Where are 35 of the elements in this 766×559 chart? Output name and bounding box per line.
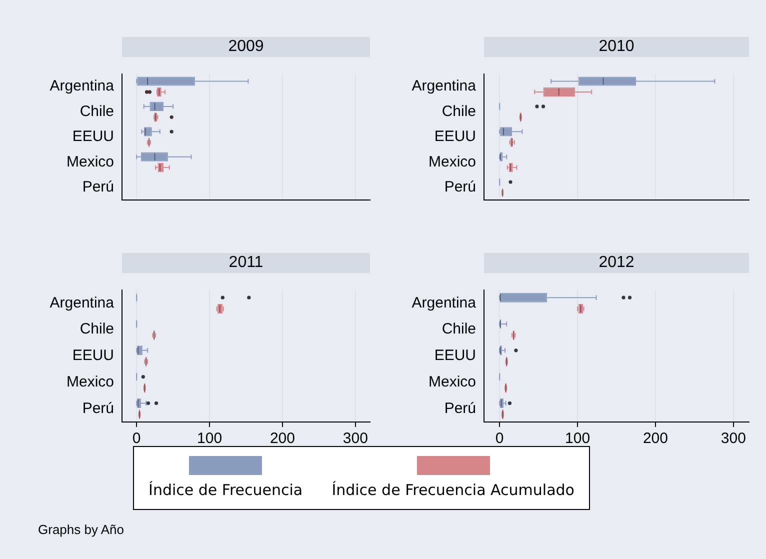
- legend-label: Índice de Frecuencia Acumulado: [332, 481, 574, 499]
- chart-title: 2009: [122, 37, 370, 57]
- y-tick-label: EEUU: [434, 128, 476, 146]
- x-tick-label: 200: [642, 430, 668, 448]
- y-tick-label: EEUU: [72, 347, 114, 364]
- x-tick-label: 100: [197, 430, 222, 448]
- y-tick-label: Chile: [80, 102, 114, 120]
- y-tick-label: Chile: [442, 320, 476, 338]
- chart-title: 2010: [484, 37, 749, 57]
- chart-title: 2011: [122, 253, 370, 273]
- y-tick-label: Mexico: [428, 374, 476, 391]
- y-tick-label: Perú: [82, 178, 114, 196]
- chart-title: 2012: [484, 253, 749, 273]
- y-tick-label: EEUU: [72, 128, 114, 146]
- x-tick-label: 200: [270, 430, 295, 448]
- y-tick-label: Argentina: [412, 294, 477, 312]
- y-tick-label: Argentina: [412, 78, 477, 95]
- x-tick-label: 100: [565, 430, 590, 448]
- y-tick-label: Perú: [444, 178, 476, 196]
- y-tick-label: Mexico: [66, 153, 114, 170]
- y-tick-label: Chile: [80, 320, 114, 338]
- y-tick-label: Argentina: [50, 78, 115, 95]
- y-tick-label: Perú: [82, 400, 114, 417]
- legend-label: Índice de Frecuencia: [148, 481, 303, 499]
- x-tick-label: 0: [132, 430, 141, 448]
- x-tick-label: 300: [342, 430, 368, 448]
- y-tick-label: Perú: [444, 400, 476, 417]
- y-tick-label: Mexico: [428, 153, 476, 170]
- x-tick-label: 0: [495, 430, 504, 448]
- x-tick-label: 300: [720, 430, 746, 448]
- y-tick-label: Chile: [442, 102, 476, 120]
- y-tick-label: Argentina: [50, 294, 115, 312]
- y-tick-label: Mexico: [66, 374, 114, 391]
- y-tick-label: EEUU: [434, 347, 476, 364]
- text: Graphs by Año: [38, 522, 124, 537]
